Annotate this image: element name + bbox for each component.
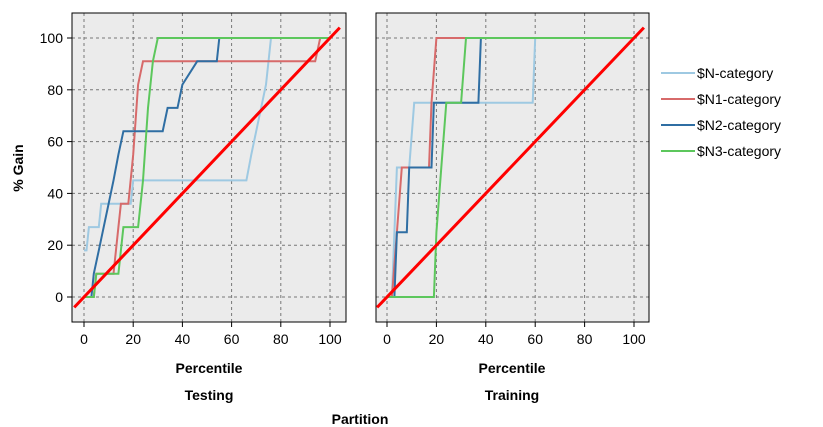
series-line-ncategory [84,37,330,252]
x-axis-title-training: Percentile [479,360,546,376]
y-tick-label: 40 [47,185,63,201]
legend: $N-category $N1-category $N2-category $N3-c… [661,65,781,159]
plot-frame [375,12,650,323]
y-tick-label: 80 [47,82,63,98]
series-line-n3category [84,37,330,298]
x-tick-label: 80 [273,331,289,347]
series-line-n3category [387,37,634,298]
panel-label-testing: Testing [185,387,234,403]
panel-label-training: Training [485,387,539,403]
y-axis-title: % Gain [10,144,26,191]
x-tick-label: 40 [478,331,494,347]
x-tick-label: 0 [80,331,88,347]
legend-label: $N3-category [697,143,781,159]
partition-label: Partition [332,411,389,427]
x-tick-label: 40 [175,331,191,347]
series-line-n2category [84,37,330,298]
baseline-line [376,26,645,309]
baseline-line [73,26,341,309]
x-tick-label: 0 [383,331,391,347]
y-tick-label: 60 [47,134,63,150]
legend-label: $N-category [697,65,773,81]
x-tick-label: 100 [318,331,342,347]
x-tick-label: 100 [622,331,646,347]
x-axis-title-testing: Percentile [176,360,243,376]
legend-label: $N2-category [697,117,781,133]
x-tick-label: 20 [125,331,141,347]
x-tick-label: 20 [429,331,445,347]
panel-testing: 0 20 40 60 80 100 0 20 40 60 80 100 [40,12,347,347]
x-tick-label: 60 [224,331,240,347]
y-tick-label: 20 [47,237,63,253]
y-tick-label: 0 [55,289,63,305]
y-tick-label: 100 [40,30,64,46]
legend-label: $N1-category [697,91,781,107]
x-tick-label: 60 [527,331,543,347]
series-line-n2category [387,37,634,298]
plot-frame [71,12,347,323]
x-tick-label: 80 [577,331,593,347]
panel-training: 0 20 40 60 80 100 [375,12,650,347]
